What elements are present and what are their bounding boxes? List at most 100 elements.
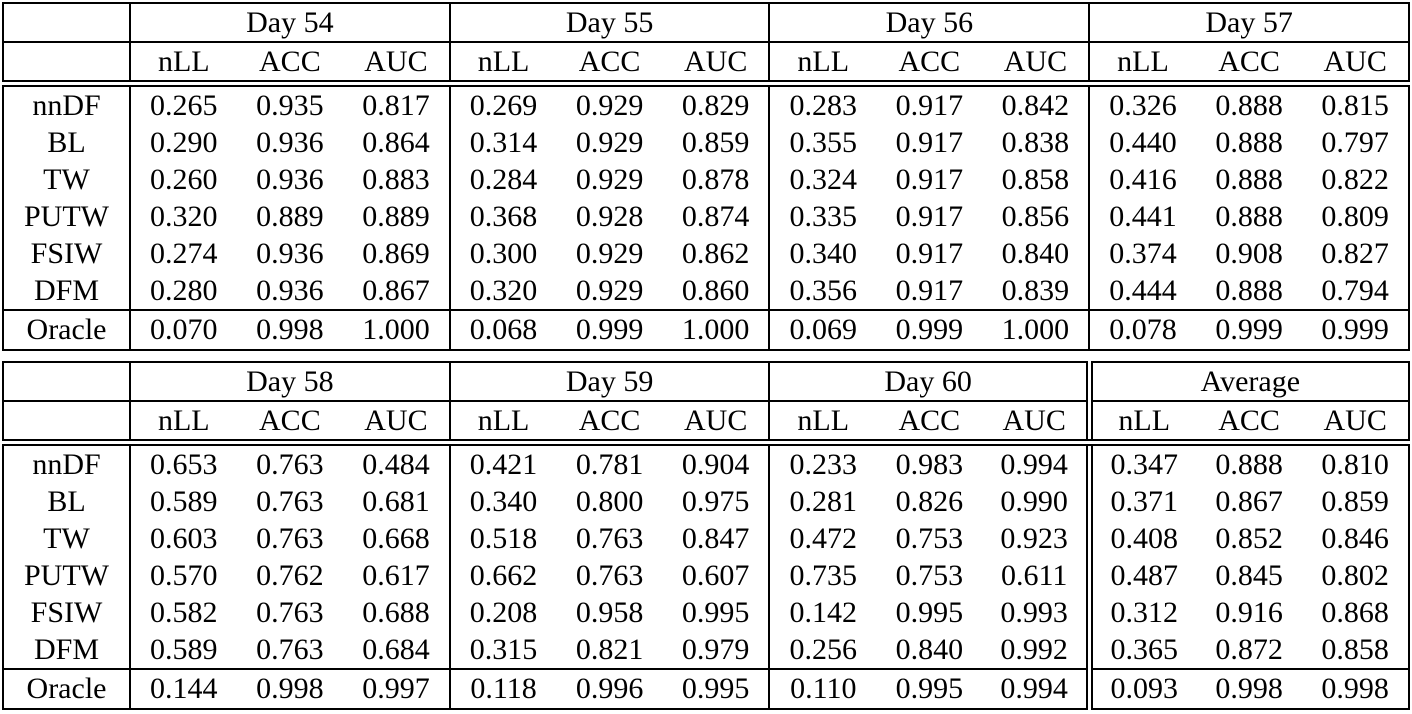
- value-cell: 0.999: [1195, 309, 1303, 350]
- value-cell: 0.889: [256, 200, 324, 233]
- value-cell: 0.662: [448, 557, 557, 594]
- value-cell: 0.314: [448, 124, 557, 161]
- value-cell: 0.069: [768, 309, 877, 350]
- value-cell: 0.368: [448, 198, 557, 235]
- value-cell: 0.274: [129, 235, 237, 272]
- value-cell: 0.829: [681, 89, 750, 122]
- row-label: TW: [43, 522, 90, 555]
- value-cell: 0.929: [575, 126, 644, 159]
- method-row: BL 0.290 0.936 0.864 0.314 0.929 0.859 0.355 0.9…: [3, 124, 1409, 161]
- value-cell: 0.998: [236, 309, 344, 350]
- row-label: FSIW: [30, 237, 103, 270]
- value-cell: 0.995: [895, 596, 964, 629]
- value-cell: 0.763: [256, 522, 324, 555]
- value-cell: 0.936: [256, 126, 324, 159]
- value-cell: 0.916: [1215, 596, 1283, 629]
- value-cell: 0.917: [895, 274, 964, 307]
- value-cell: 0.935: [256, 89, 324, 122]
- value-cell: 0.355: [768, 124, 877, 161]
- value-cell: 0.917: [895, 89, 964, 122]
- value-cell: 0.441: [1088, 198, 1196, 235]
- metric-header: AUC: [982, 42, 1090, 87]
- row-label: Oracle: [3, 668, 130, 709]
- day-header: Day 58: [129, 362, 450, 402]
- value-cell: 0.280: [129, 272, 237, 310]
- value-cell: 0.996: [556, 668, 663, 709]
- metric-header: ACC: [236, 401, 344, 446]
- value-cell: 0.589: [129, 483, 237, 520]
- row-label: TW: [43, 163, 90, 196]
- value-cell: 0.888: [1215, 126, 1283, 159]
- row-label: nnDF: [32, 89, 101, 122]
- metric-header: nLL: [1088, 42, 1196, 87]
- value-cell: 0.340: [768, 235, 877, 272]
- value-cell: 0.763: [256, 485, 324, 518]
- method-row: FSIW 0.274 0.936 0.869 0.300 0.929 0.862 0.340 0…: [3, 235, 1409, 272]
- value-cell: 0.617: [362, 559, 430, 592]
- value-cell: 0.862: [681, 237, 750, 270]
- method-row: DFM 0.280 0.936 0.867 0.320 0.929 0.860 0.356 0.…: [3, 272, 1409, 310]
- metric-header: nLL: [448, 42, 557, 87]
- oracle-row: Oracle 0.070 0.998 1.000 0.068 0.999 1.000 0.06…: [3, 309, 1409, 350]
- value-cell: 0.312: [1085, 594, 1196, 631]
- row-label: DFM: [33, 633, 100, 666]
- value-cell: 0.589: [129, 631, 237, 669]
- method-row: nnDF 0.265 0.935 0.817 0.269 0.929 0.829 0.283 0…: [3, 83, 1409, 124]
- value-cell: 0.518: [448, 520, 557, 557]
- metric-header-row: nLL ACC AUC nLL ACC AUC nLL ACC AUC nLL ACC AUC: [3, 401, 1409, 446]
- value-cell: 0.842: [1001, 89, 1070, 122]
- metric-header: AUC: [662, 42, 770, 87]
- value-cell: 0.484: [362, 448, 430, 481]
- value-cell: 0.888: [1215, 200, 1283, 233]
- method-row: DFM 0.589 0.763 0.684 0.315 0.821 0.979 0.256 0.…: [3, 631, 1409, 669]
- value-cell: 0.929: [575, 89, 644, 122]
- corner-cell: [3, 401, 130, 446]
- method-row: TW 0.603 0.763 0.668 0.518 0.763 0.847 0.472 0.7…: [3, 520, 1409, 557]
- value-cell: 0.487: [1085, 557, 1196, 594]
- corner-cell: [3, 3, 130, 43]
- value-cell: 0.998: [236, 668, 344, 709]
- value-cell: 0.356: [768, 272, 877, 310]
- value-cell: 0.872: [1215, 633, 1283, 666]
- value-cell: 0.958: [575, 596, 644, 629]
- value-cell: 0.867: [1215, 485, 1283, 518]
- value-cell: 0.340: [448, 483, 557, 520]
- value-cell: 0.852: [1215, 522, 1283, 555]
- value-cell: 0.681: [362, 485, 430, 518]
- value-cell: 0.078: [1088, 309, 1196, 350]
- value-cell: 0.859: [1321, 485, 1389, 518]
- metric-header: ACC: [1195, 42, 1303, 87]
- value-cell: 0.867: [362, 274, 430, 307]
- value-cell: 1.000: [343, 309, 450, 350]
- value-cell: 0.998: [1302, 668, 1409, 709]
- value-cell: 0.840: [895, 633, 964, 666]
- metric-header: nLL: [129, 401, 237, 446]
- value-cell: 0.821: [575, 633, 644, 666]
- value-cell: 0.118: [448, 668, 557, 709]
- value-cell: 0.763: [256, 448, 324, 481]
- value-cell: 0.994: [982, 668, 1090, 709]
- row-label: BL: [47, 485, 86, 518]
- value-cell: 0.917: [895, 126, 964, 159]
- value-cell: 0.763: [575, 522, 644, 555]
- value-cell: 0.284: [448, 161, 557, 198]
- value-cell: 0.999: [1302, 309, 1409, 350]
- results-table-bottom: Day 58 Day 59 Day 60 Average nLL ACC AUC nLL ACC…: [2, 361, 1410, 710]
- value-cell: 0.847: [681, 522, 750, 555]
- value-cell: 0.917: [895, 237, 964, 270]
- value-cell: 0.762: [256, 559, 324, 592]
- row-label: PUTW: [24, 559, 109, 592]
- corner-cell: [3, 42, 130, 87]
- value-cell: 0.845: [1215, 559, 1283, 592]
- value-cell: 0.603: [129, 520, 237, 557]
- value-cell: 0.923: [1000, 522, 1068, 555]
- value-cell: 0.936: [256, 274, 324, 307]
- value-cell: 0.256: [768, 631, 877, 669]
- metric-header: AUC: [982, 401, 1090, 446]
- value-cell: 0.846: [1321, 522, 1389, 555]
- value-cell: 0.856: [1001, 200, 1070, 233]
- value-cell: 0.753: [895, 559, 964, 592]
- day-header: Day 60: [768, 362, 1090, 402]
- value-cell: 0.607: [681, 559, 750, 592]
- value-cell: 0.315: [448, 631, 557, 669]
